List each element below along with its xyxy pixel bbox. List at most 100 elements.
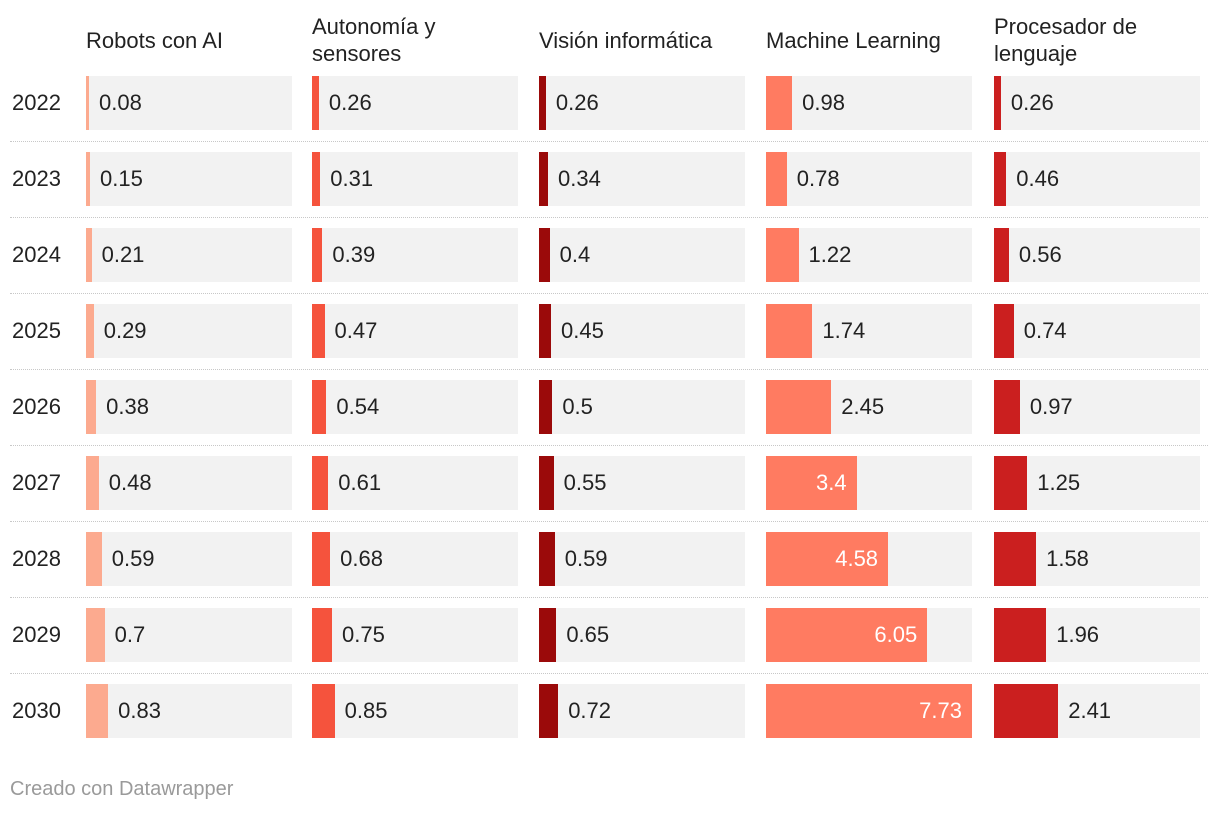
- bar-track: [994, 152, 1200, 206]
- credit-text: Creado con Datawrapper: [10, 778, 234, 800]
- bar-track: [86, 304, 292, 358]
- bar-value-label: 0.29: [103, 318, 147, 343]
- bar-value-label: 2.45: [841, 394, 885, 419]
- bar: [86, 76, 89, 130]
- bar: [766, 76, 793, 130]
- bar-value-label: 0.48: [108, 470, 152, 495]
- bar: [766, 608, 928, 662]
- bar-track: [766, 228, 972, 282]
- bar-value-label: 0.38: [106, 394, 149, 419]
- bar-value-label: 1.22: [808, 242, 852, 267]
- row-year-label: 2027: [12, 470, 61, 495]
- bar: [994, 304, 1014, 358]
- bar-value-label: 0.47: [334, 318, 378, 343]
- bar-value-label: 0.46: [1016, 166, 1060, 191]
- bar: [766, 380, 832, 434]
- row-year-label: 2030: [12, 698, 61, 723]
- row-year-label: 2029: [12, 622, 61, 647]
- bar-track: [539, 456, 745, 510]
- bar-value-label: 0.26: [328, 90, 372, 115]
- bar-value-label: 0.97: [1029, 394, 1073, 419]
- column-header: Visión informática: [539, 27, 713, 53]
- bar: [86, 532, 102, 586]
- bar: [312, 380, 327, 434]
- bar-value-label: 0.54: [336, 394, 380, 419]
- bar: [539, 456, 554, 510]
- row-year-label: 2024: [12, 242, 61, 267]
- bar-value-label: 0.08: [99, 90, 142, 115]
- row-year-label: 2026: [12, 394, 61, 419]
- bar: [86, 456, 99, 510]
- bar: [766, 456, 857, 510]
- bar-track: [312, 304, 518, 358]
- bar: [86, 380, 97, 434]
- bar-value-label: 7.73: [919, 698, 962, 723]
- bar-track: [86, 456, 292, 510]
- bar: [539, 532, 555, 586]
- bar: [86, 152, 90, 206]
- bar-value-label: 4.58: [835, 546, 879, 571]
- bar: [312, 532, 331, 586]
- bar: [86, 684, 109, 738]
- bar-track: [86, 532, 292, 586]
- bar-track: [86, 380, 292, 434]
- bar: [994, 228, 1009, 282]
- row-separator: [10, 597, 1208, 598]
- bar-value-label: 3.4: [816, 470, 847, 495]
- bar: [312, 456, 329, 510]
- bar-track: [539, 304, 745, 358]
- bar-value-label: 0.21: [101, 242, 145, 267]
- column-header: Procesador de lenguaje: [994, 14, 1138, 66]
- bar: [766, 684, 972, 738]
- bar: [994, 608, 1047, 662]
- bar-track: [312, 608, 518, 662]
- bar: [539, 380, 553, 434]
- column-header: Robots con AI: [86, 27, 223, 53]
- row-separator: [10, 673, 1208, 674]
- column-header: Autonomía y sensores: [312, 14, 436, 66]
- bar-track: [539, 152, 745, 206]
- bar-value-label: 0.39: [332, 242, 376, 267]
- row-year-label: 2023: [12, 166, 61, 191]
- bar-value-label: 1.25: [1037, 470, 1081, 495]
- row-year-label: 2022: [12, 90, 61, 115]
- bar: [539, 76, 546, 130]
- bar-track: [86, 76, 292, 130]
- bar-value-label: 2.41: [1068, 698, 1112, 723]
- bar-value-label: 0.98: [802, 90, 845, 115]
- bar-track: [312, 228, 518, 282]
- bar-value-label: 0.34: [558, 166, 601, 191]
- row-year-label: 2028: [12, 546, 61, 571]
- bar: [539, 608, 557, 662]
- bar-value-label: 0.72: [568, 698, 612, 723]
- row-separator: [10, 445, 1208, 446]
- bar: [994, 76, 1001, 130]
- bar-value-label: 0.4: [559, 242, 591, 267]
- bar-value-label: 0.61: [338, 470, 382, 495]
- bar: [312, 76, 319, 130]
- bar-value-label: 0.59: [111, 546, 155, 571]
- bar-value-label: 0.26: [555, 90, 599, 115]
- bar-value-label: 0.85: [344, 698, 388, 723]
- row-separator: [10, 141, 1208, 142]
- bar: [539, 228, 550, 282]
- bar-track: [539, 608, 745, 662]
- bar-value-label: 0.15: [99, 166, 143, 191]
- bar: [312, 228, 323, 282]
- bar-value-label: 1.96: [1056, 622, 1100, 647]
- bar-track: [312, 76, 518, 130]
- bar-value-label: 0.59: [564, 546, 608, 571]
- bar-value-label: 0.5: [562, 394, 593, 419]
- bar-value-label: 0.68: [340, 546, 383, 571]
- bar-track: [539, 532, 745, 586]
- bar-track: [539, 228, 745, 282]
- bar: [766, 304, 813, 358]
- bar-track: [539, 380, 745, 434]
- bar: [312, 684, 335, 738]
- bar: [994, 456, 1028, 510]
- bar-value-label: 1.58: [1046, 546, 1089, 571]
- bar-track: [86, 152, 292, 206]
- bar: [994, 532, 1037, 586]
- row-year-label: 2025: [12, 318, 61, 343]
